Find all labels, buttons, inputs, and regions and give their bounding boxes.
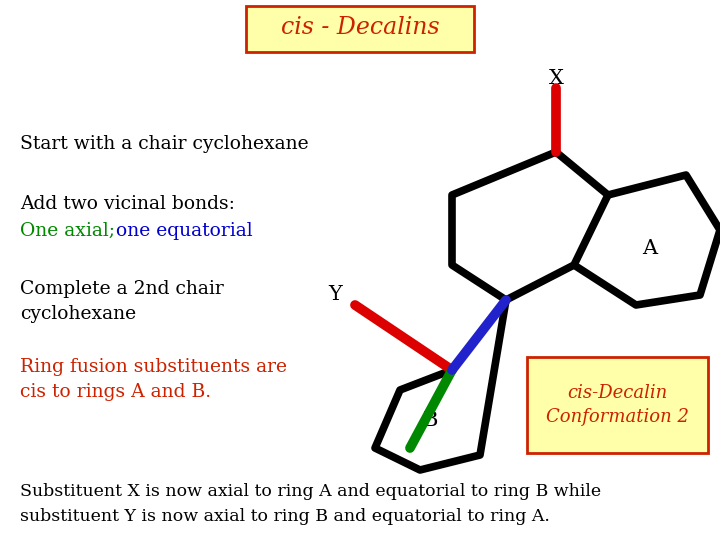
Text: X: X xyxy=(549,69,564,88)
FancyBboxPatch shape xyxy=(527,357,708,453)
Text: cis to rings A and B.: cis to rings A and B. xyxy=(20,383,211,401)
Text: Y: Y xyxy=(328,286,342,305)
Text: Complete a 2nd chair: Complete a 2nd chair xyxy=(20,280,224,298)
Text: Add two vicinal bonds:: Add two vicinal bonds: xyxy=(20,195,235,213)
Text: one equatorial: one equatorial xyxy=(110,222,253,240)
Text: Start with a chair cyclohexane: Start with a chair cyclohexane xyxy=(20,135,309,153)
Text: B: B xyxy=(423,410,438,429)
Text: Substituent X is now axial to ring A and equatorial to ring B while: Substituent X is now axial to ring A and… xyxy=(20,483,601,500)
Text: Ring fusion substituents are: Ring fusion substituents are xyxy=(20,358,287,376)
Text: cyclohexane: cyclohexane xyxy=(20,305,136,323)
Text: One axial;: One axial; xyxy=(20,222,115,240)
Text: A: A xyxy=(642,239,657,258)
Text: substituent Y is now axial to ring B and equatorial to ring A.: substituent Y is now axial to ring B and… xyxy=(20,508,550,525)
Text: cis - Decalins: cis - Decalins xyxy=(281,17,439,39)
Text: cis-Decalin
Conformation 2: cis-Decalin Conformation 2 xyxy=(546,384,689,426)
FancyBboxPatch shape xyxy=(246,6,474,52)
